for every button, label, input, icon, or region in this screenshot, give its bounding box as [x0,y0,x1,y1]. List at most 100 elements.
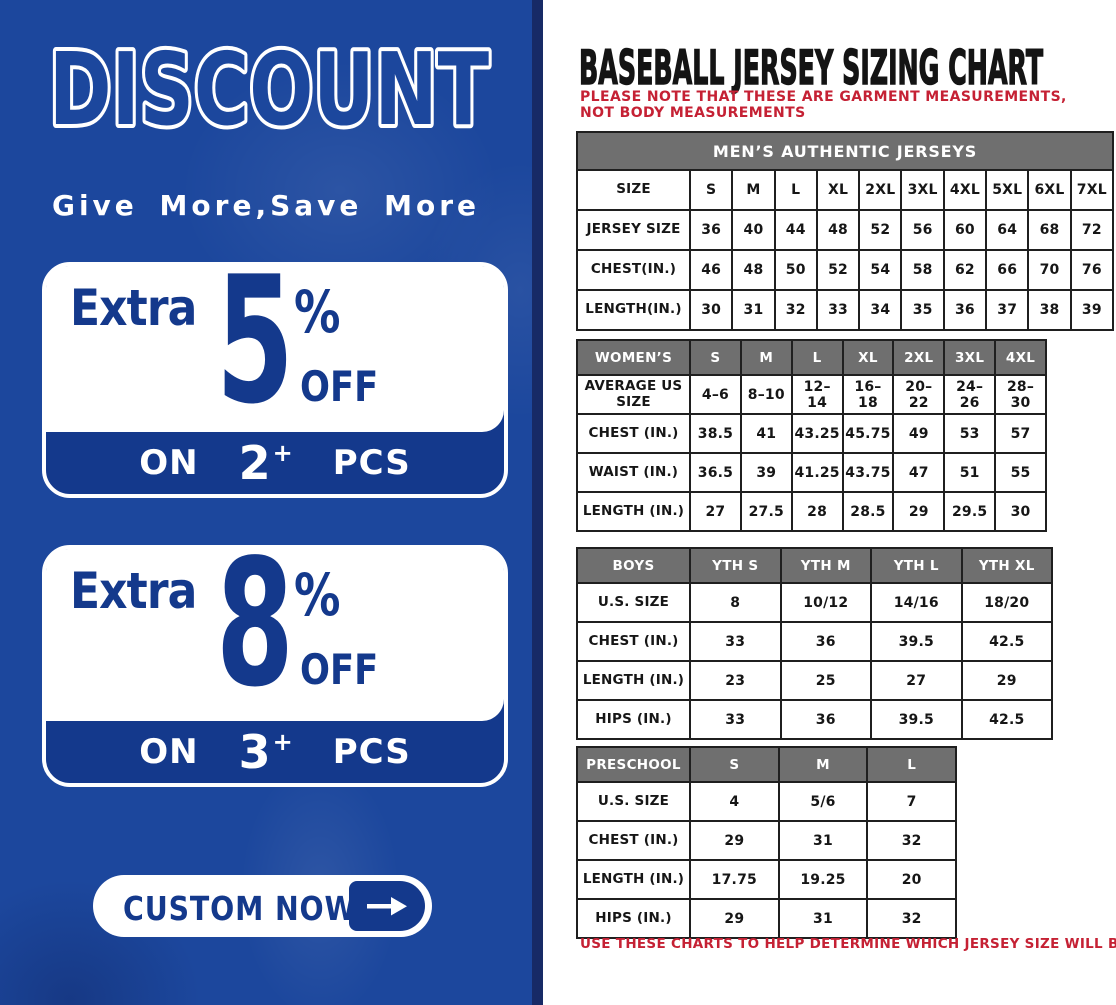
table-row: LENGTH (IN.) 23 25 27 29 [576,660,1053,701]
table-cell: 5XL [985,169,1030,211]
offer-qty: 2+ [238,436,293,490]
table-cell: 32 [773,289,818,331]
table-cell: 29 [689,898,780,939]
table-cell: 42.5 [960,699,1053,740]
table-row-label: U.S. SIZE [576,582,691,623]
table-cell: 14/16 [870,582,963,623]
table-row-label: CHEST (IN.) [576,621,691,662]
table-cell: 47 [892,452,946,493]
offer-percent-value: 5 [216,240,294,443]
table-cell: 56 [900,209,945,251]
table-cell: 33 [689,699,782,740]
table-cell: 27 [870,660,963,701]
sizing-table-mens: MEN’S AUTHENTIC JERSEYS SIZE S M L XL 2XL 3XL 4X… [576,131,1115,331]
sizing-table: PRESCHOOL S M L U.S. SIZE 4 5/6 7 CHEST (IN.) 29 3… [576,746,957,939]
table-cell: 51 [943,452,997,493]
table-cell: 54 [858,249,903,291]
table-header-cell: 2XL [892,339,946,376]
table-cell: 64 [985,209,1030,251]
table-cell: 32 [866,898,957,939]
table-cell: 57 [994,413,1047,454]
table-cell: 37 [985,289,1030,331]
table-cell: 55 [994,452,1047,493]
table-cell: 76 [1069,249,1115,291]
table-cell: 46 [688,249,734,291]
table-cell: 32 [866,820,957,861]
table-cell: 41.25 [790,452,844,493]
offer-extra-label: Extra [70,279,197,337]
table-cell: 31 [777,898,869,939]
table-cell: 8–10 [739,374,793,415]
offer-qty-strip: ON 2+ PCS [46,432,504,494]
table-cell: XL [815,169,861,211]
table-cell: 27.5 [739,491,793,532]
table-cell: 29 [689,820,780,861]
offer-qty: 3+ [238,725,293,779]
table-cell: 44 [773,209,818,251]
table-row: JERSEY SIZE 36 40 44 48 52 56 60 64 68 72 [576,209,1115,251]
table-cell: 17.75 [689,859,780,900]
table-cell: 43.75 [841,452,895,493]
custom-now-button[interactable]: CUSTOM NOW [93,875,432,937]
table-row: LENGTH(IN.) 30 31 32 33 34 35 36 37 38 39 [576,289,1115,331]
table-cell: 36.5 [689,452,742,493]
table-cell: 39.5 [870,699,963,740]
table-cell: 39.5 [870,621,963,662]
discount-title: DISCOUNT [45,28,493,148]
table-cell: 36 [779,621,872,662]
table-cell: 41 [739,413,793,454]
table-header-cell: 3XL [943,339,997,376]
table-cell: 38 [1027,289,1072,331]
table-header-cell: M [777,746,869,783]
table-cell: 4 [689,781,780,822]
arrow-right-icon[interactable] [349,881,425,931]
table-row: HIPS (IN.) 29 31 32 [576,898,957,939]
sizing-table-womens: WOMEN’S S M L XL 2XL 3XL 4XL AVERAGE US SIZE 4–6 8… [576,339,1047,532]
offer-off-label: OFF [300,645,379,694]
table-cell: 30 [688,289,734,331]
table-header-cell: 4XL [994,339,1047,376]
sizing-table-preschool: PRESCHOOL S M L U.S. SIZE 4 5/6 7 CHEST (IN.) 29 3… [576,746,957,939]
table-cell: 20 [866,859,957,900]
table-cell: 53 [943,413,997,454]
offer-off-label: OFF [300,362,379,411]
table-cell: 38.5 [689,413,742,454]
offer-card-8-percent: Extra 8 % OFF ON 3+ PCS [42,537,508,787]
offer-on-label: ON [139,443,199,483]
table-cell: 31 [777,820,869,861]
table-row: LENGTH (IN.) 27 27.5 28 28.5 29 29.5 30 [576,491,1047,532]
table-row: CHEST (IN.) 33 36 39.5 42.5 [576,621,1053,662]
table-header-cell: YTH XL [960,547,1053,584]
table-row: CHEST (IN.) 38.5 41 43.25 45.75 49 53 57 [576,413,1047,454]
plus-sign: + [272,728,293,756]
table-cell: 34 [858,289,903,331]
table-row-label: LENGTH(IN.) [576,289,691,331]
table-cell: 6XL [1027,169,1072,211]
offer-extra-label: Extra [70,562,197,620]
offer-percent-sign: % [294,561,341,629]
table-cell: 36 [779,699,872,740]
table-banner: MEN’S AUTHENTIC JERSEYS [576,131,1114,171]
table-header-cell: YTH M [779,547,872,584]
table-cell: 58 [900,249,945,291]
table-cell: 29 [960,660,1053,701]
table-cell: 7 [866,781,957,822]
sizing-chart-title: BASEBALL JERSEY SIZING CHART [579,39,1044,96]
table-header-cell: YTH L [870,547,963,584]
table-row-label: SIZE [576,169,691,211]
table-cell: 3XL [900,169,945,211]
offer-pcs-label: PCS [332,443,411,483]
table-row-label: JERSEY SIZE [576,209,691,251]
table-row: SIZE S M L XL 2XL 3XL 4XL 5XL 6XL 7XL [576,169,1115,211]
table-cell: 52 [858,209,903,251]
table-header-cell: WOMEN’S [576,339,691,376]
table-row-label: LENGTH (IN.) [576,859,691,900]
table-row-label: HIPS (IN.) [576,699,691,740]
fit-advice-note: USE THESE CHARTS TO HELP DETERMINE WHICH… [580,936,1116,952]
offer-on-label: ON [139,732,199,772]
table-cell: 70 [1027,249,1072,291]
offer-qty-strip: ON 3+ PCS [46,721,504,783]
table-header-cell: M [739,339,793,376]
table-cell: 36 [942,289,988,331]
